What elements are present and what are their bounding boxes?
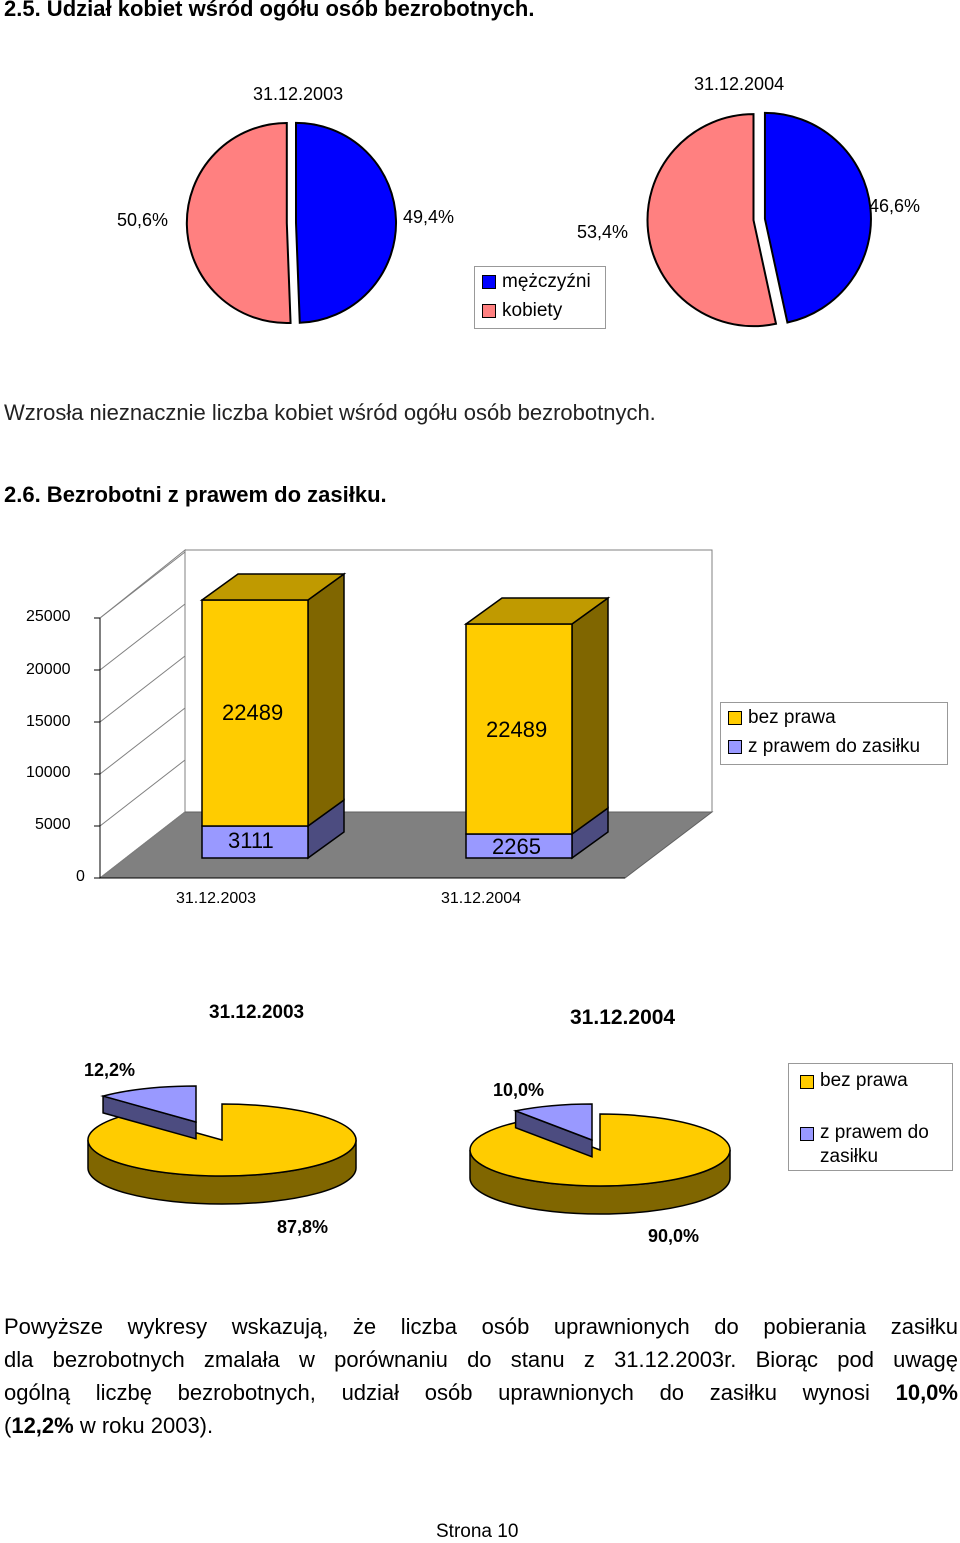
pie4-label-bez: 90,0%	[648, 1226, 700, 1246]
pie3-title: 31.12.2003	[209, 1002, 305, 1023]
legend-swatch-women	[482, 304, 496, 318]
paragraph-line-4: (12,2% w roku 2003).	[4, 1409, 958, 1442]
paragraph-line-1: Powyższe wykresy wskazują, że liczba osó…	[4, 1314, 958, 1339]
women-share-pie-charts	[185, 111, 872, 328]
x-tick-2003: 31.12.2003	[176, 890, 257, 907]
legend-swatch-bez-prawa	[728, 711, 742, 725]
legend-label-men: mężczyźni	[502, 271, 591, 292]
bar-label-2003-bez: 22489	[222, 700, 284, 725]
pie3-label-z: 12,2%	[84, 1060, 136, 1080]
pie1-slice-women	[185, 122, 292, 324]
y-tick-0: 0	[76, 868, 85, 885]
legend-swatch-z-prawem	[728, 740, 742, 754]
bar-label-2004-z: 2265	[492, 834, 541, 859]
paragraph-line-3-text: ogólną liczbę bezrobotnych, udział osób …	[4, 1380, 870, 1405]
benefit-bar-chart	[94, 548, 714, 880]
legend-swatch-z-prawem-2	[800, 1127, 814, 1141]
bar-label-2003-z: 3111	[228, 828, 274, 853]
comment-text: Wzrosła nieznacznie liczba kobiet wśród …	[4, 400, 656, 425]
bar-31.12.2004-bez-prawa-front	[465, 623, 573, 835]
legend-label-z-prawem-2: z prawem do zasiłku	[820, 1122, 929, 1167]
pie2-slice-men	[763, 111, 872, 324]
y-tick-25000: 25000	[26, 608, 71, 625]
bar-legend: bez prawa z prawem do zasiłku	[720, 702, 948, 765]
gridline-2	[99, 707, 186, 775]
bar-31.12.2004-z-prawem-front	[465, 833, 573, 859]
gridline-5	[99, 551, 186, 619]
legend-label-women: kobiety	[502, 300, 563, 321]
paragraph-value-2003: 12,2%	[11, 1413, 74, 1438]
section-heading-women-share: 2.5. Udział kobiet wśród ogółu osób bezr…	[4, 0, 535, 21]
bar-31.12.2004-bez-prawa-top	[463, 597, 611, 625]
pie-legend-benefit: bez prawa z prawem do zasiłku	[788, 1063, 953, 1171]
pie2-slice-women	[646, 113, 778, 328]
benefit-pie-charts	[87, 1085, 731, 1215]
pie1-label-women: 50,6%	[117, 210, 169, 230]
legend-label-bez-prawa: bez prawa	[748, 707, 836, 728]
bar-label-2004-bez: 22489	[486, 717, 548, 742]
pie4-title: 31.12.2004	[570, 1006, 676, 1029]
chart-back-edge	[185, 549, 713, 812]
paragraph-line-3: ogólną liczbę bezrobotnych, udział osób …	[4, 1376, 958, 1409]
gridline-4	[99, 603, 186, 671]
y-tick-5000: 5000	[35, 816, 71, 833]
legend-label-bez-prawa-2: bez prawa	[820, 1070, 908, 1091]
gridline-3	[99, 655, 186, 723]
legend-swatch-men	[482, 275, 496, 289]
x-tick-2004: 31.12.2004	[441, 890, 522, 907]
pie1-slice-men	[294, 121, 398, 324]
summary-paragraph: Powyższe wykresy wskazują, że liczba osó…	[4, 1310, 958, 1442]
pie2-label-women: 53,4%	[577, 222, 629, 242]
pie4-label-z: 10,0%	[493, 1080, 545, 1100]
pie3-slice-z	[100, 1085, 197, 1123]
pie2-label-men: 46,6%	[869, 196, 921, 216]
paragraph-line-4-text: w roku 2003).	[73, 1413, 214, 1438]
legend-swatch-bez-prawa-2	[800, 1075, 814, 1089]
pie-legend-gender: mężczyźni kobiety	[474, 266, 606, 329]
pie1-title: 31.12.2003	[253, 84, 344, 104]
paragraph-paren-open: (	[4, 1413, 12, 1438]
section-heading-benefit: 2.6. Bezrobotni z prawem do zasiłku.	[4, 482, 387, 507]
bar-31.12.2003-bez-prawa-top	[199, 573, 347, 601]
y-tick-20000: 20000	[26, 661, 71, 678]
pie3-label-bez: 87,8%	[277, 1217, 329, 1237]
gridline-0	[99, 811, 186, 879]
paragraph-value-2004: 10,0%	[895, 1380, 958, 1405]
gridline-1	[99, 759, 186, 827]
bar-31.12.2003-z-prawem-front	[201, 825, 309, 859]
y-tick-10000: 10000	[26, 764, 71, 781]
pie4-slice-z	[512, 1103, 593, 1142]
legend-label-z-prawem: z prawem do zasiłku	[748, 736, 921, 757]
pie4-slice-bez	[469, 1113, 731, 1187]
bar-31.12.2003-bez-prawa-front	[201, 599, 309, 827]
paragraph-line-2: dla bezrobotnych zmalała w porównaniu do…	[4, 1347, 958, 1372]
pie1-label-men: 49,4%	[403, 207, 455, 227]
y-tick-15000: 15000	[26, 713, 71, 730]
page-number: Strona 10	[436, 1521, 519, 1542]
pie2-title: 31.12.2004	[694, 74, 785, 94]
